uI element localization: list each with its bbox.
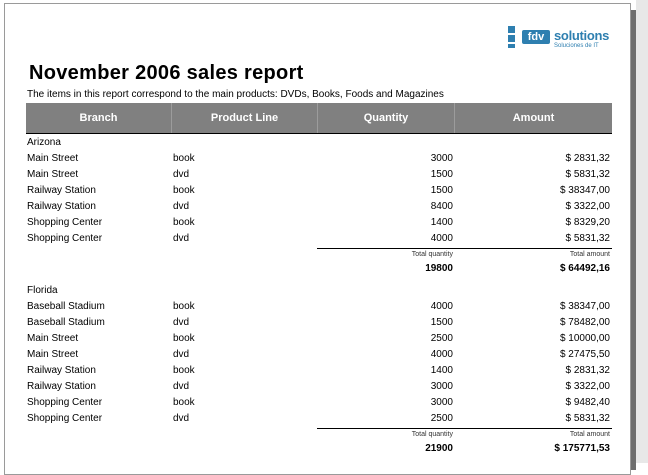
total-quantity-label: Total quantity	[411, 251, 453, 258]
row-quantity: 4000	[430, 349, 453, 360]
row-product: book	[173, 301, 195, 312]
row-branch: Main Street	[27, 333, 79, 344]
total-amount: $ 175771,53	[554, 443, 610, 454]
row-quantity: 2500	[430, 333, 453, 344]
row-amount: $ 2831,32	[565, 153, 611, 164]
row-branch: Shopping Center	[27, 413, 103, 424]
row-quantity: 3000	[430, 397, 453, 408]
group-total-rule	[317, 248, 612, 249]
column-header-amount: Amount	[512, 112, 555, 124]
row-quantity: 1500	[430, 169, 453, 180]
row-quantity: 1400	[430, 217, 453, 228]
row-quantity: 8400	[430, 201, 453, 212]
total-quantity-label: Total quantity	[411, 431, 453, 438]
group-name: Arizona	[27, 137, 61, 148]
row-branch: Main Street	[27, 349, 79, 360]
total-quantity: 19800	[425, 263, 453, 274]
row-amount: $ 5831,32	[565, 413, 611, 424]
total-amount-label: Total amount	[569, 431, 610, 438]
row-amount: $ 5831,32	[565, 169, 611, 180]
row-branch: Baseball Stadium	[27, 301, 105, 312]
row-branch: Shopping Center	[27, 217, 103, 228]
row-amount: $ 8329,20	[565, 217, 611, 228]
row-branch: Railway Station	[27, 365, 96, 376]
row-product: book	[173, 397, 195, 408]
row-product: dvd	[173, 381, 190, 392]
total-amount-label: Total amount	[569, 251, 610, 258]
logo-fdv: fdv	[522, 30, 550, 44]
column-header-branch: Branch	[26, 103, 172, 133]
table-header: Branch Product Line Quantity Amount	[26, 103, 612, 133]
row-product: dvd	[173, 413, 190, 424]
row-branch: Main Street	[27, 153, 79, 164]
row-amount: $ 10000,00	[559, 333, 610, 344]
row-branch: Main Street	[27, 169, 79, 180]
total-quantity: 21900	[425, 443, 453, 454]
row-branch: Railway Station	[27, 381, 96, 392]
row-product: book	[173, 185, 195, 196]
row-quantity: 4000	[430, 233, 453, 244]
row-amount: $ 3322,00	[565, 201, 611, 212]
row-branch: Railway Station	[27, 201, 96, 212]
report-title: November 2006 sales report	[29, 62, 304, 84]
row-branch: Shopping Center	[27, 397, 103, 408]
row-product: dvd	[173, 349, 190, 360]
row-product: dvd	[173, 201, 190, 212]
row-product: dvd	[173, 317, 190, 328]
row-product: book	[173, 365, 195, 376]
row-product: dvd	[173, 169, 190, 180]
logo-tagline: Soluciones de IT	[554, 43, 599, 49]
row-quantity: 3000	[430, 153, 453, 164]
logo-word: solutions	[554, 28, 610, 43]
report-page	[4, 3, 631, 475]
row-amount: $ 38347,00	[559, 185, 610, 196]
row-amount: $ 3322,00	[565, 381, 611, 392]
row-product: book	[173, 153, 195, 164]
viewer-background	[636, 0, 648, 463]
row-amount: $ 38347,00	[559, 301, 610, 312]
row-quantity: 1500	[430, 317, 453, 328]
row-product: book	[173, 333, 195, 344]
row-branch: Shopping Center	[27, 233, 103, 244]
row-amount: $ 9482,40	[565, 397, 611, 408]
row-amount: $ 78482,00	[559, 317, 610, 328]
report-subtitle: The items in this report correspond to t…	[27, 89, 444, 100]
row-product: dvd	[173, 233, 190, 244]
row-quantity: 4000	[430, 301, 453, 312]
group-total-rule	[317, 428, 612, 429]
column-header-product-line: Product Line	[172, 103, 318, 133]
row-quantity: 2500	[430, 413, 453, 424]
column-header-quantity: Quantity	[318, 103, 455, 133]
row-branch: Railway Station	[27, 185, 96, 196]
group-name: Florida	[27, 285, 58, 296]
header-rule	[26, 133, 612, 134]
row-amount: $ 27475,50	[559, 349, 610, 360]
row-quantity: 3000	[430, 381, 453, 392]
page-shadow	[631, 10, 636, 470]
row-amount: $ 5831,32	[565, 233, 611, 244]
row-product: book	[173, 217, 195, 228]
company-logo: fdv solutions Soluciones de IT	[508, 24, 612, 54]
row-branch: Baseball Stadium	[27, 317, 105, 328]
total-amount: $ 64492,16	[559, 263, 610, 274]
row-amount: $ 2831,32	[565, 365, 611, 376]
row-quantity: 1400	[430, 365, 453, 376]
row-quantity: 1500	[430, 185, 453, 196]
